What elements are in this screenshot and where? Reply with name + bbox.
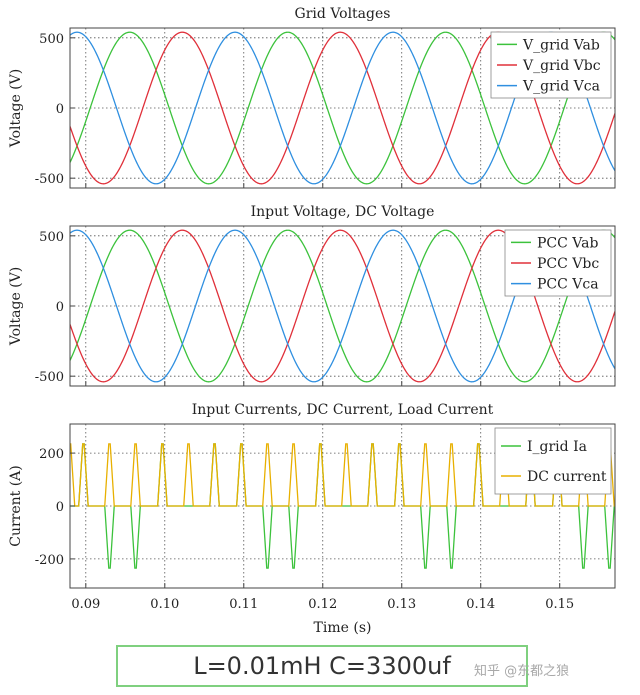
y-axis-label: Current (A) <box>8 465 24 547</box>
legend-label: V_grid Vca <box>522 79 600 95</box>
legend-label: PCC Vab <box>537 235 598 251</box>
x-tick-label: 0.11 <box>229 597 258 612</box>
x-tick-label: 0.12 <box>308 597 337 612</box>
y-tick-label: 0 <box>56 500 64 515</box>
y-tick-label: 500 <box>39 32 64 47</box>
y-tick-label: 500 <box>39 230 64 245</box>
subplot-3: Input Currents, DC Current, Load Current… <box>8 402 616 636</box>
watermark-text: 知乎 @东都之狼 <box>474 664 570 679</box>
x-tick-label: 0.13 <box>387 597 416 612</box>
x-tick-label: 0.15 <box>545 597 574 612</box>
y-tick-label: 0 <box>56 102 64 117</box>
legend-label: V_grid Vbc <box>522 58 601 74</box>
legend-label: I_grid Ia <box>527 439 587 455</box>
legend: V_grid Vab V_grid Vbc V_grid Vca <box>490 31 612 99</box>
subplot-2: Input Voltage, DC Voltage -500 0 500 Voltage… <box>8 204 616 387</box>
y-axis-label: Voltage (V) <box>8 267 24 346</box>
legend-label: PCC Vca <box>537 277 599 293</box>
subplot-title: Input Currents, DC Current, Load Current <box>192 402 494 418</box>
x-tick-label: 0.14 <box>466 597 495 612</box>
subplot-title: Input Voltage, DC Voltage <box>251 204 435 220</box>
legend-label: V_grid Vab <box>522 37 600 53</box>
legend-box <box>494 427 612 495</box>
subplot-title: Grid Voltages <box>295 6 391 22</box>
x-axis-label: Time (s) <box>314 620 372 636</box>
parameter-caption-box: L=0.01mH C=3300uf <box>116 645 528 687</box>
x-tick-label: 0.10 <box>150 597 179 612</box>
y-tick-label: -500 <box>35 370 64 385</box>
legend: I_grid Ia DC current <box>494 427 612 495</box>
chart-figure: Grid Voltages -500 0 500 Voltage (V) V_grid V… <box>8 6 616 636</box>
parameter-caption-text: L=0.01mH C=3300uf <box>193 652 451 680</box>
y-axis-label: Voltage (V) <box>8 69 24 148</box>
y-tick-label: 0 <box>56 300 64 315</box>
series-line-1 <box>70 229 615 383</box>
legend-label: DC current <box>527 469 607 485</box>
legend: PCC Vab PCC Vbc PCC Vca <box>504 229 612 297</box>
x-tick-label: 0.09 <box>71 597 100 612</box>
y-tick-label: -500 <box>35 172 64 187</box>
legend-label: PCC Vbc <box>537 256 599 272</box>
subplot-1: Grid Voltages -500 0 500 Voltage (V) V_grid V… <box>8 6 616 189</box>
y-tick-label: 200 <box>39 447 64 462</box>
series-line-1 <box>70 31 615 185</box>
y-tick-label: -200 <box>35 553 64 568</box>
